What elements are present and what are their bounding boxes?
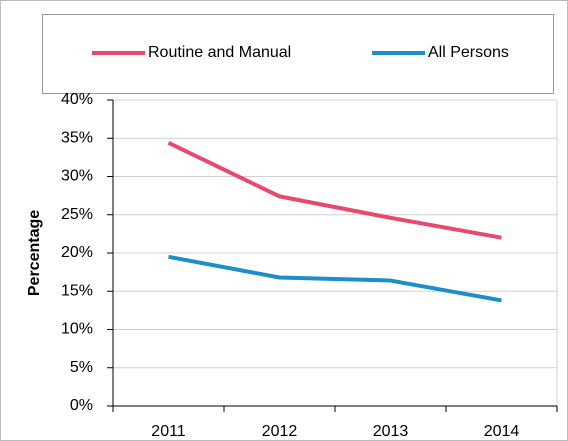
y-tick-label: 15% bbox=[61, 282, 93, 299]
y-tick-label: 0% bbox=[70, 397, 93, 414]
y-tick-label: 35% bbox=[61, 129, 93, 146]
y-tick-label: 20% bbox=[61, 244, 93, 261]
x-tick-label: 2013 bbox=[373, 423, 409, 440]
y-tick-label: 30% bbox=[61, 168, 93, 185]
y-tick-label: 5% bbox=[70, 359, 93, 376]
series-line bbox=[168, 254, 502, 303]
y-tick-label: 10% bbox=[61, 321, 93, 338]
legend-label: All Persons bbox=[428, 44, 509, 61]
y-tick-label: 40% bbox=[61, 91, 93, 108]
legend-label: Routine and Manual bbox=[148, 44, 291, 61]
y-tick-label: 25% bbox=[61, 206, 93, 223]
x-tick-label: 2014 bbox=[484, 423, 520, 440]
series-line bbox=[167, 141, 502, 240]
x-tick-label: 2011 bbox=[151, 423, 186, 440]
y-axis-label: Percentage bbox=[26, 210, 43, 296]
x-tick-label: 2012 bbox=[262, 423, 298, 440]
